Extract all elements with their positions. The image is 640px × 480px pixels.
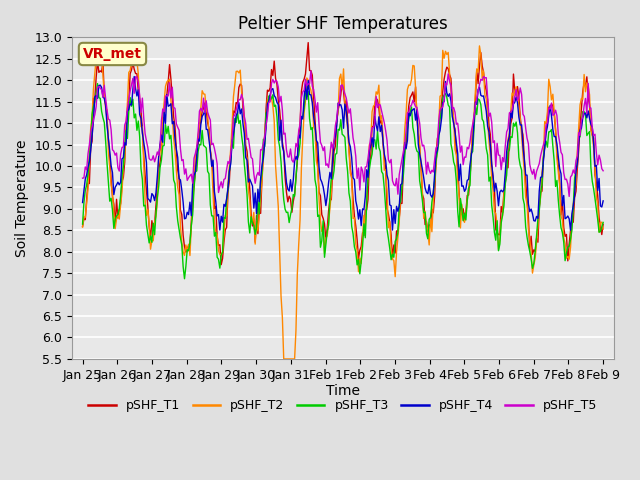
pSHF_T1 <box>599 221 607 227</box>
pSHF_T1 <box>349 197 357 203</box>
pSHF_T1 <box>218 262 225 267</box>
pSHF_T4 <box>451 129 459 135</box>
pSHF_T2 <box>451 147 459 153</box>
pSHF_T5 <box>79 175 86 181</box>
Y-axis label: Soil Temperature: Soil Temperature <box>15 139 29 257</box>
Text: VR_met: VR_met <box>83 47 142 61</box>
pSHF_T4 <box>599 198 607 204</box>
pSHF_T5 <box>97 85 104 91</box>
Title: Peltier SHF Temperatures: Peltier SHF Temperatures <box>238 15 448 33</box>
pSHF_T2 <box>280 356 287 362</box>
Legend: pSHF_T1, pSHF_T2, pSHF_T3, pSHF_T4, pSHF_T5: pSHF_T1, pSHF_T2, pSHF_T3, pSHF_T4, pSHF… <box>83 394 602 417</box>
pSHF_T3 <box>98 108 106 114</box>
pSHF_T4 <box>113 182 120 188</box>
pSHF_T1 <box>97 68 104 74</box>
pSHF_T2 <box>530 262 538 268</box>
pSHF_T4 <box>97 82 104 88</box>
pSHF_T2 <box>476 43 483 49</box>
Line: pSHF_T3: pSHF_T3 <box>83 84 603 279</box>
pSHF_T3 <box>530 261 538 266</box>
pSHF_T2 <box>97 58 104 64</box>
pSHF_T1 <box>598 232 605 238</box>
pSHF_T4 <box>131 73 138 79</box>
Line: pSHF_T4: pSHF_T4 <box>83 76 603 230</box>
pSHF_T1 <box>305 40 312 46</box>
pSHF_T3 <box>180 276 188 282</box>
pSHF_T2 <box>79 224 86 230</box>
pSHF_T3 <box>93 81 101 86</box>
X-axis label: Time: Time <box>326 384 360 398</box>
pSHF_T2 <box>599 226 607 232</box>
pSHF_T1 <box>113 196 120 202</box>
pSHF_T3 <box>349 231 357 237</box>
pSHF_T2 <box>348 174 356 180</box>
pSHF_T3 <box>598 224 605 230</box>
pSHF_T5 <box>451 109 459 115</box>
pSHF_T5 <box>599 168 607 174</box>
pSHF_T1 <box>530 247 538 252</box>
pSHF_T5 <box>113 150 120 156</box>
pSHF_T3 <box>79 221 86 227</box>
pSHF_T4 <box>566 228 574 233</box>
pSHF_T1 <box>79 224 86 229</box>
pSHF_T5 <box>598 166 605 171</box>
pSHF_T2 <box>598 219 605 225</box>
pSHF_T4 <box>529 211 536 216</box>
pSHF_T3 <box>599 219 607 225</box>
pSHF_T4 <box>598 204 605 210</box>
pSHF_T1 <box>452 150 460 156</box>
pSHF_T4 <box>79 200 86 205</box>
Line: pSHF_T5: pSHF_T5 <box>83 71 603 196</box>
pSHF_T3 <box>452 178 460 184</box>
pSHF_T5 <box>307 68 315 74</box>
pSHF_T2 <box>113 216 120 222</box>
Line: pSHF_T2: pSHF_T2 <box>83 46 603 359</box>
pSHF_T5 <box>529 171 536 177</box>
pSHF_T5 <box>565 193 573 199</box>
pSHF_T4 <box>348 155 356 161</box>
pSHF_T5 <box>348 120 356 126</box>
Line: pSHF_T1: pSHF_T1 <box>83 43 603 264</box>
pSHF_T3 <box>114 212 122 217</box>
